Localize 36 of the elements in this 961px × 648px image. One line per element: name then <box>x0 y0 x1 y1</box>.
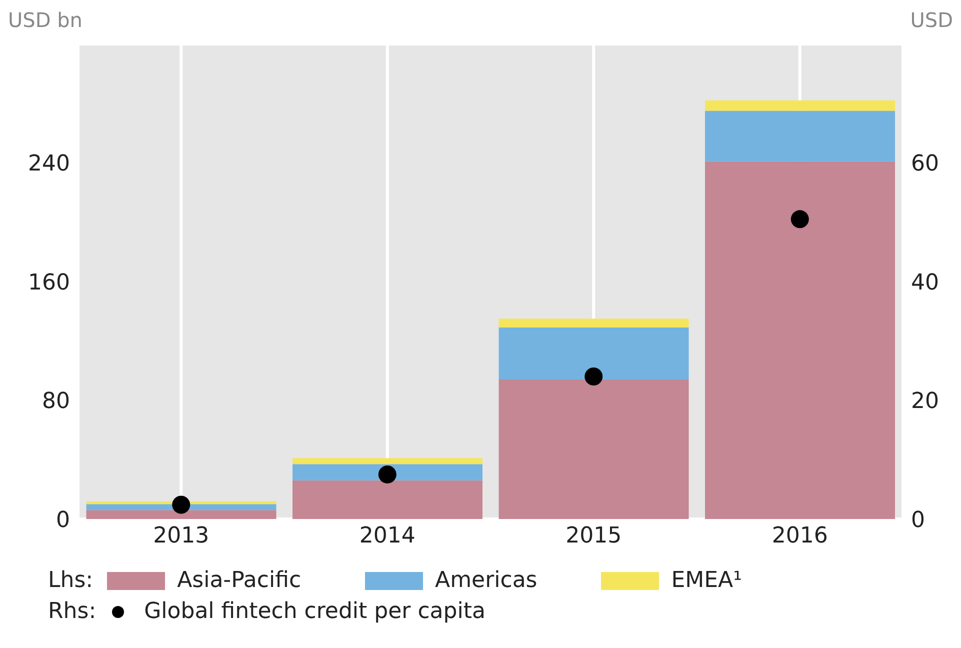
point <box>790 210 809 228</box>
bar <box>292 464 482 480</box>
y-tick-label: 240 <box>28 152 70 177</box>
point <box>378 465 396 484</box>
bar <box>498 379 689 519</box>
bar <box>498 328 689 380</box>
x-tick-label: 2015 <box>566 524 622 549</box>
legend-label: Asia-Pacific <box>177 568 302 593</box>
x-tick-label: 2014 <box>359 524 416 549</box>
bar <box>705 110 895 162</box>
x-tick-label: 2016 <box>772 524 828 549</box>
bar <box>86 510 276 519</box>
x-tick-label: 2013 <box>153 524 210 549</box>
y2-axis-title: USD <box>910 8 953 34</box>
bar <box>705 161 895 519</box>
legend-label: Americas <box>435 568 538 593</box>
bar <box>292 480 482 519</box>
y2-tick-label: 40 <box>911 270 939 296</box>
y-tick-label: 80 <box>42 389 70 414</box>
text: Lhs: <box>48 568 94 593</box>
y-tick-label: 0 <box>56 508 70 533</box>
text: Rhs: <box>48 599 96 624</box>
legend-label: EMEA¹ <box>671 568 742 593</box>
bar <box>86 504 276 510</box>
point <box>584 368 603 386</box>
bar <box>498 318 689 328</box>
point <box>172 496 190 514</box>
bar <box>705 100 895 111</box>
bar <box>86 501 276 504</box>
y2-tick-label: 60 <box>911 152 939 177</box>
bar <box>292 458 482 464</box>
y-tick-label: 160 <box>28 270 70 296</box>
y-axis-title: USD bn <box>8 8 82 34</box>
y2-tick-label: 0 <box>911 508 925 533</box>
y2-tick-label: 20 <box>911 389 939 414</box>
legend-label: Global fintech credit per capita <box>144 599 486 624</box>
